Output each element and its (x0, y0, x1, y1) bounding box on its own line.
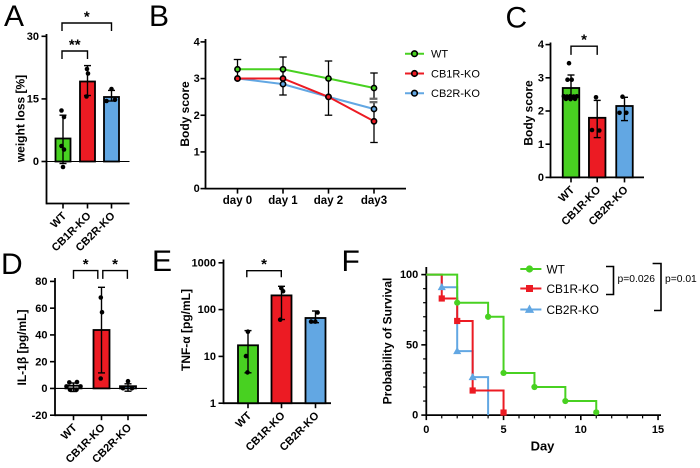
svg-text:*: * (83, 256, 89, 273)
svg-text:4: 4 (194, 37, 201, 49)
svg-text:5: 5 (500, 424, 506, 436)
svg-text:*: * (84, 9, 90, 26)
svg-text:1: 1 (538, 139, 544, 151)
svg-text:B: B (149, 0, 169, 33)
svg-text:10: 10 (575, 424, 587, 436)
svg-text:CB2R-KO: CB2R-KO (547, 303, 599, 317)
svg-text:p=0.01: p=0.01 (665, 274, 697, 285)
svg-text:D: D (1, 248, 23, 281)
svg-text:WT: WT (547, 262, 565, 276)
svg-text:*: * (112, 256, 118, 273)
svg-text:CB1R-KO: CB1R-KO (431, 69, 480, 81)
svg-text:Probability of Survival: Probability of Survival (381, 278, 395, 405)
svg-text:0: 0 (423, 424, 429, 436)
svg-text:60: 60 (35, 303, 47, 315)
svg-text:E: E (152, 245, 172, 278)
svg-text:CB2R-KO: CB2R-KO (431, 88, 480, 100)
svg-text:20: 20 (35, 356, 47, 368)
svg-text:day3: day3 (361, 195, 387, 207)
svg-text:Body score: Body score (178, 81, 192, 147)
svg-text:0: 0 (194, 183, 200, 195)
svg-text:TNF-α [pg/mL]: TNF-α [pg/mL] (179, 289, 193, 371)
svg-text:A: A (4, 0, 24, 33)
svg-text:30: 30 (27, 31, 39, 43)
svg-text:50: 50 (406, 339, 418, 351)
svg-text:day 1: day 1 (268, 195, 298, 207)
svg-text:10: 10 (204, 351, 216, 363)
svg-text:day 2: day 2 (314, 195, 343, 207)
svg-text:2: 2 (194, 110, 200, 122)
svg-text:WT: WT (431, 49, 448, 61)
svg-text:*: * (261, 256, 267, 273)
svg-text:3: 3 (194, 73, 200, 85)
svg-text:100: 100 (400, 269, 418, 281)
svg-text:80: 80 (35, 276, 47, 288)
svg-text:**: ** (69, 37, 81, 54)
svg-text:0: 0 (41, 383, 47, 395)
svg-text:0: 0 (538, 172, 544, 184)
svg-text:15: 15 (27, 94, 39, 106)
svg-text:0: 0 (33, 156, 39, 168)
svg-text:40: 40 (35, 330, 47, 342)
svg-text:4: 4 (538, 39, 545, 51)
svg-text:15: 15 (652, 424, 664, 436)
svg-text:CB1R-KO: CB1R-KO (547, 282, 599, 296)
svg-text:1: 1 (210, 398, 216, 410)
svg-text:3: 3 (538, 72, 544, 84)
svg-text:100: 100 (198, 304, 216, 316)
svg-text:1: 1 (194, 147, 200, 159)
svg-text:-20: -20 (32, 410, 48, 422)
svg-text:Day: Day (531, 439, 556, 454)
svg-text:2: 2 (538, 106, 544, 118)
svg-text:*: * (581, 32, 587, 49)
svg-text:day 0: day 0 (223, 195, 252, 207)
svg-text:0: 0 (412, 410, 418, 422)
svg-text:1000: 1000 (192, 257, 216, 269)
svg-text:IL-1β [pg/mL]: IL-1β [pg/mL] (15, 310, 29, 386)
svg-text:F: F (342, 245, 360, 278)
svg-text:p=0.026: p=0.026 (618, 274, 656, 285)
svg-text:C: C (506, 2, 528, 35)
svg-text:weight loss [%]: weight loss [%] (14, 75, 28, 163)
svg-text:Body score: Body score (522, 80, 536, 146)
